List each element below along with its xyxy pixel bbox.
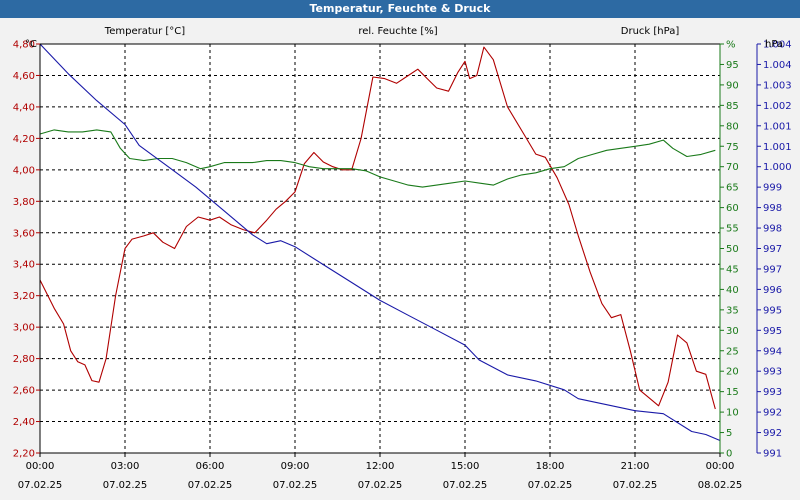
humidity-tick-label: 75: [726, 142, 739, 153]
humidity-tick-label: 5: [726, 428, 732, 439]
humidity-tick-label: 80: [726, 121, 739, 132]
temperature-tick-label: 4,60: [13, 71, 35, 82]
pressure-tick-label: 1.001: [763, 121, 792, 132]
temperature-tick-label: 3,40: [13, 260, 35, 271]
pressure-tick-label: 998: [763, 224, 782, 235]
pressure-tick-label: 992: [763, 428, 782, 439]
humidity-tick-label: 30: [726, 326, 739, 337]
pressure-tick-label: 991: [763, 449, 782, 460]
date-tick-label: 07.02.25: [273, 480, 318, 491]
pressure-tick-label: 992: [763, 408, 782, 419]
humidity-tick-label: 0: [726, 449, 732, 460]
humidity-tick-label: 90: [726, 80, 739, 91]
series-layer: [39, 43, 721, 442]
date-tick-label: 07.02.25: [528, 480, 573, 491]
humidity-tick-label: 70: [726, 162, 739, 173]
date-tick-label: 08.02.25: [698, 480, 743, 491]
time-tick-label: 00:00: [706, 461, 735, 472]
humidity-tick-label: 60: [726, 203, 739, 214]
pressure-axis: 991 992 992 993 993 994 995 995 996 997 997 998 998 9…: [756, 40, 792, 460]
pressure-tick-label: 999: [763, 183, 782, 194]
temperature-tick-label: 2,40: [13, 417, 35, 428]
pressure-tick-label: 998: [763, 203, 782, 214]
pressure-tick-label: 1.003: [763, 80, 792, 91]
date-tick-label: 07.02.25: [188, 480, 233, 491]
pressure-tick-label: 1.002: [763, 101, 792, 112]
pressure-tick-label: 995: [763, 326, 782, 337]
date-tick-label: 07.02.25: [358, 480, 403, 491]
time-tick-label: 21:00: [621, 461, 650, 472]
humidity-tick-label: %: [726, 40, 736, 51]
date-tick-label: 07.02.25: [18, 480, 63, 491]
time-axis: 00:00 07.02.25 03:00 07.02.25 06:00 07.02.25 0…: [18, 453, 743, 491]
pressure-tick-label: 997: [763, 244, 782, 255]
humidity-tick-label: 40: [726, 285, 739, 296]
humidity-tick-label: 20: [726, 367, 739, 378]
humidity-tick-label: 45: [726, 264, 739, 275]
pressure-tick-label: 1.001: [763, 142, 792, 153]
pressure-line: [39, 43, 721, 442]
temperature-line: [39, 46, 716, 410]
window-title: Temperatur, Feuchte & Druck: [0, 0, 800, 18]
humidity-axis: 0 5 10 15 20 25 30 35 40 45 50 55 60 65 70 75 80 85 90 95%: [719, 40, 739, 460]
humidity-tick-label: 85: [726, 101, 739, 112]
humidity-tick-label: 35: [726, 305, 739, 316]
temperature-tick-label: 4,40: [13, 102, 35, 113]
temperature-tick-label: 2,80: [13, 354, 35, 365]
temperature-tick-label: 3,60: [13, 228, 35, 239]
temperature-tick-label: 2,20: [13, 449, 35, 460]
temperature-unit: °C: [25, 39, 37, 50]
pressure-tick-label: 993: [763, 387, 782, 398]
time-tick-label: 18:00: [536, 461, 565, 472]
humidity-tick-label: 50: [726, 244, 739, 255]
time-tick-label: 09:00: [281, 461, 310, 472]
temperature-tick-label: 3,20: [13, 291, 35, 302]
time-tick-label: 00:00: [26, 461, 55, 472]
humidity-tick-label: 15: [726, 387, 739, 398]
legend-temperature: Temperatur [°C]: [104, 26, 185, 37]
time-tick-label: 15:00: [451, 461, 480, 472]
pressure-tick-label: 1.004: [763, 40, 792, 51]
temperature-tick-label: 4,00: [13, 165, 35, 176]
time-tick-label: 12:00: [366, 461, 395, 472]
date-tick-label: 07.02.25: [103, 480, 148, 491]
temperature-tick-label: 4,20: [13, 134, 35, 145]
legend-humidity: rel. Feuchte [%]: [358, 26, 437, 37]
humidity-tick-label: 55: [726, 224, 739, 235]
date-tick-label: 07.02.25: [613, 480, 658, 491]
pressure-unit: hPa: [765, 39, 783, 50]
humidity-tick-label: 10: [726, 408, 739, 419]
humidity-tick-label: 95: [726, 60, 739, 71]
pressure-tick-label: 1.004: [763, 60, 792, 71]
pressure-tick-label: 995: [763, 305, 782, 316]
humidity-tick-label: 65: [726, 183, 739, 194]
temperature-tick-label: 2,60: [13, 386, 35, 397]
chart-svg: 2,20 2,40 2,60 2,80 3,00 3,20 3,40 3,60 3,80 4,00…: [0, 18, 800, 500]
legend-pressure: Druck [hPa]: [621, 26, 680, 37]
pressure-tick-label: 997: [763, 264, 782, 275]
temperature-tick-label: 4,80: [13, 40, 35, 51]
pressure-tick-label: 1.000: [763, 162, 792, 173]
time-tick-label: 06:00: [196, 461, 225, 472]
humidity-tick-label: 25: [726, 346, 739, 357]
temperature-axis: 2,20 2,40 2,60 2,80 3,00 3,20 3,40 3,60 3,80 4,00…: [13, 40, 40, 460]
pressure-tick-label: 996: [763, 285, 782, 296]
pressure-tick-label: 993: [763, 367, 782, 378]
temperature-tick-label: 3,00: [13, 323, 35, 334]
date-tick-label: 07.02.25: [443, 480, 488, 491]
pressure-tick-label: 994: [763, 346, 782, 357]
time-tick-label: 03:00: [111, 461, 140, 472]
temperature-tick-label: 3,80: [13, 197, 35, 208]
humidity-line: [39, 129, 716, 188]
